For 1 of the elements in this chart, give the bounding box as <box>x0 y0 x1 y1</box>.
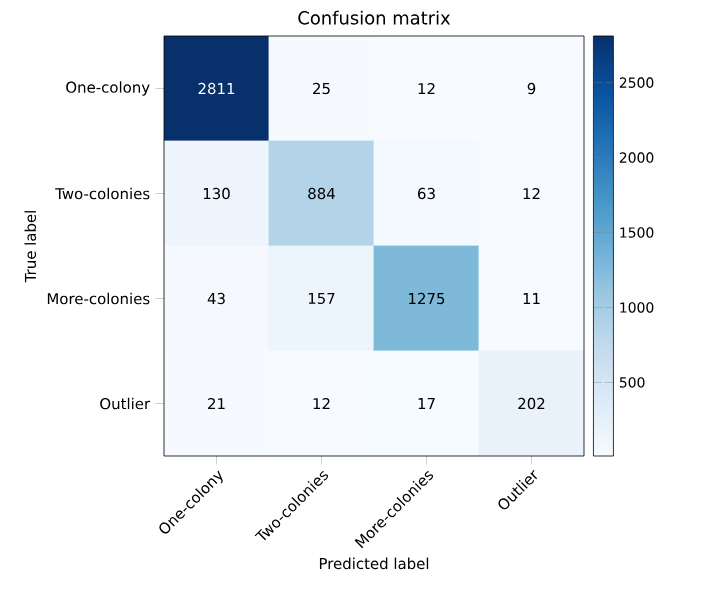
chart-title: Confusion matrix <box>298 10 451 25</box>
